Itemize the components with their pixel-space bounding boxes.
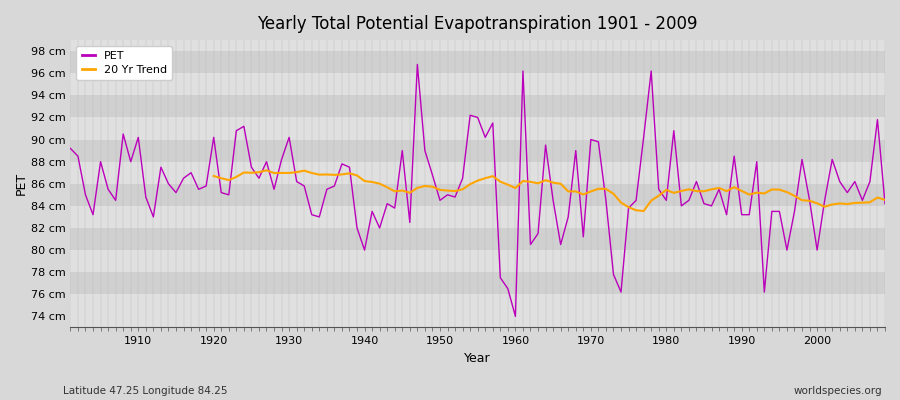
- Text: worldspecies.org: worldspecies.org: [794, 386, 882, 396]
- PET: [412, 62, 423, 67]
- 20 Yr Trend: [261, 168, 272, 173]
- Bar: [70, 95, 885, 118]
- X-axis label: Year: Year: [464, 352, 491, 365]
- Legend: PET, 20 Yr Trend: PET, 20 Yr Trend: [76, 46, 173, 80]
- Bar: [70, 228, 885, 250]
- Bar: [70, 162, 885, 184]
- PET: [510, 314, 521, 319]
- 20 Yr Trend: [865, 200, 876, 205]
- Title: Yearly Total Potential Evapotranspiration 1901 - 2009: Yearly Total Potential Evapotranspiratio…: [257, 15, 698, 33]
- Line: 20 Yr Trend: 20 Yr Trend: [213, 170, 885, 211]
- PET: [337, 162, 347, 166]
- 20 Yr Trend: [796, 198, 807, 203]
- Bar: [70, 118, 885, 140]
- 20 Yr Trend: [638, 209, 649, 214]
- Bar: [70, 272, 885, 294]
- PET: [518, 69, 528, 74]
- Bar: [70, 29, 885, 51]
- Bar: [70, 140, 885, 162]
- Bar: [70, 184, 885, 206]
- Bar: [70, 294, 885, 316]
- 20 Yr Trend: [691, 189, 702, 194]
- 20 Yr Trend: [419, 184, 430, 188]
- 20 Yr Trend: [781, 190, 792, 194]
- 20 Yr Trend: [208, 174, 219, 178]
- PET: [525, 242, 535, 247]
- Line: PET: PET: [70, 64, 885, 316]
- PET: [616, 290, 626, 294]
- Bar: [70, 206, 885, 228]
- 20 Yr Trend: [306, 170, 317, 175]
- PET: [125, 159, 136, 164]
- Bar: [70, 73, 885, 95]
- Y-axis label: PET: PET: [15, 172, 28, 195]
- Bar: [70, 51, 885, 73]
- 20 Yr Trend: [879, 198, 890, 202]
- PET: [65, 146, 76, 151]
- Text: Latitude 47.25 Longitude 84.25: Latitude 47.25 Longitude 84.25: [63, 386, 228, 396]
- PET: [879, 201, 890, 206]
- PET: [292, 179, 302, 184]
- Bar: [70, 250, 885, 272]
